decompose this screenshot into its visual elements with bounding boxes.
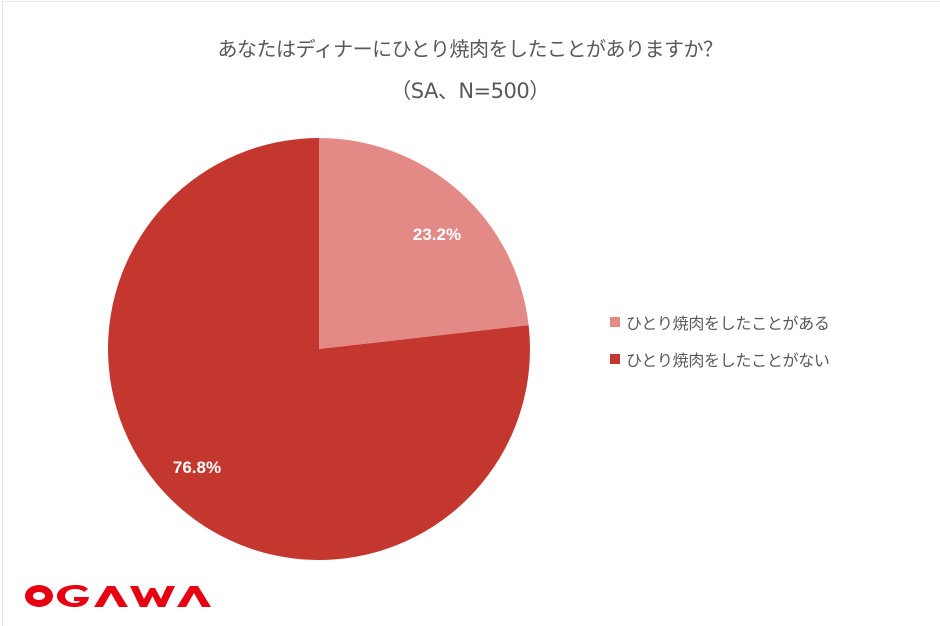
pie-slice-no[interactable] <box>107 138 530 560</box>
chart-subtitle: （SA、N=500） <box>390 79 550 103</box>
legend: ひとり焼肉をしたことがある ひとり焼肉をしたことがない <box>610 303 830 377</box>
legend-swatch-yes <box>610 316 620 327</box>
legend-swatch-no <box>610 353 620 364</box>
slice-label-no: 76.8% <box>173 458 221 477</box>
legend-item-no[interactable]: ひとり焼肉をしたことがない <box>610 340 830 377</box>
legend-item-yes[interactable]: ひとり焼肉をしたことがある <box>610 303 830 340</box>
pie-slice-yes[interactable] <box>319 138 529 349</box>
ogawa-logo <box>25 585 211 607</box>
legend-label-yes: ひとり焼肉をしたことがある <box>626 313 830 333</box>
slice-label-yes: 23.2% <box>413 225 461 244</box>
chart-title: あなたはディナーにひとり焼肉をしたことがありますか？ <box>217 37 724 61</box>
legend-label-no: ひとり焼肉をしたことがない <box>626 350 830 370</box>
